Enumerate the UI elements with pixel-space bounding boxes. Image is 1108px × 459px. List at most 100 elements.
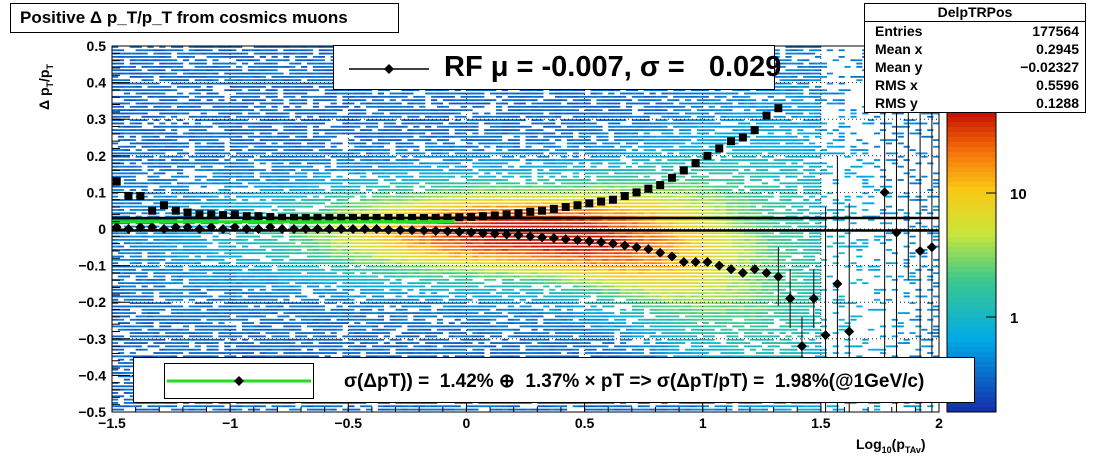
heatmap-cell bbox=[206, 115, 213, 118]
heatmap-cell bbox=[312, 179, 320, 181]
heatmap-cell bbox=[206, 52, 213, 55]
heatmap-cell bbox=[165, 125, 172, 128]
heatmap-cell bbox=[425, 328, 432, 331]
heatmap-cell bbox=[224, 109, 231, 112]
heatmap-cell bbox=[413, 245, 420, 248]
heatmap-cell bbox=[123, 85, 131, 88]
heatmap-cell bbox=[135, 205, 142, 208]
heatmap-cell bbox=[236, 165, 243, 168]
heatmap-cell bbox=[430, 162, 438, 165]
heatmap-cell bbox=[194, 92, 201, 95]
heatmap-cell bbox=[425, 112, 432, 115]
heatmap-cell bbox=[241, 152, 249, 155]
heatmap-cell bbox=[360, 149, 367, 151]
heatmap-cell bbox=[117, 295, 125, 298]
heatmap-cell bbox=[366, 92, 373, 95]
heatmap-cell bbox=[236, 315, 243, 318]
heatmap-cell bbox=[289, 72, 296, 75]
heatmap-cell bbox=[224, 292, 231, 295]
heatmap-cell bbox=[354, 262, 361, 265]
heatmap-cell bbox=[129, 335, 136, 338]
heatmap-cell bbox=[188, 242, 195, 245]
heatmap-cell bbox=[153, 165, 160, 168]
heatmap-cell bbox=[277, 172, 284, 175]
heatmap-cell bbox=[171, 345, 178, 348]
heatmap-cell bbox=[153, 268, 160, 271]
heatmap-cell bbox=[224, 295, 231, 298]
heatmap-cell bbox=[212, 219, 219, 221]
heatmap-cell bbox=[129, 292, 136, 295]
heatmap-cell bbox=[324, 262, 331, 265]
heatmap-cell bbox=[182, 252, 190, 255]
heatmap-cell bbox=[430, 122, 438, 125]
heatmap-cell bbox=[301, 345, 308, 348]
heatmap-cell bbox=[413, 219, 420, 221]
heatmap-cell bbox=[265, 155, 272, 158]
heatmap-cell bbox=[176, 262, 184, 265]
heatmap-cell bbox=[401, 195, 408, 198]
heatmap-cell bbox=[129, 72, 136, 75]
heatmap-cell bbox=[342, 232, 349, 235]
heatmap-cell bbox=[295, 315, 302, 318]
heatmap-cell bbox=[271, 215, 278, 218]
heatmap-cell bbox=[141, 192, 148, 195]
heatmap-cell bbox=[348, 142, 355, 145]
heatmap-cell bbox=[165, 292, 172, 295]
heatmap-cell bbox=[389, 209, 396, 211]
heatmap-cell bbox=[147, 278, 154, 281]
heatmap-cell bbox=[176, 182, 184, 185]
heatmap-cell bbox=[153, 305, 160, 308]
heatmap-cell bbox=[141, 342, 148, 344]
heatmap-cell bbox=[383, 292, 390, 295]
heatmap-cell bbox=[360, 99, 367, 102]
heatmap-cell bbox=[194, 352, 201, 354]
heatmap-cell bbox=[306, 322, 314, 324]
heatmap-cell bbox=[265, 308, 272, 311]
heatmap-cell bbox=[176, 352, 184, 354]
heatmap-cell bbox=[383, 172, 390, 175]
heatmap-cell bbox=[247, 242, 255, 245]
heatmap-cell bbox=[383, 179, 390, 181]
heatmap-cell bbox=[283, 129, 290, 132]
heatmap-cell bbox=[389, 252, 396, 255]
heatmap-cell bbox=[324, 275, 331, 278]
heatmap-cell bbox=[336, 265, 343, 268]
heatmap-cell bbox=[200, 238, 207, 241]
heatmap-cell bbox=[241, 55, 249, 58]
heatmap-cell bbox=[306, 169, 314, 171]
heatmap-cell bbox=[218, 82, 225, 85]
heatmap-cell bbox=[200, 159, 207, 161]
heatmap-cell bbox=[318, 46, 325, 48]
heatmap-cell bbox=[159, 162, 166, 165]
heatmap-cell bbox=[112, 149, 119, 151]
heatmap-cell bbox=[401, 235, 408, 238]
heatmap-cell bbox=[324, 159, 331, 161]
heatmap-cell bbox=[206, 119, 213, 122]
heatmap-cell bbox=[117, 408, 125, 411]
heatmap-cell bbox=[188, 195, 195, 198]
heatmap-cell bbox=[241, 242, 249, 245]
heatmap-cell bbox=[153, 258, 160, 261]
heatmap-cell bbox=[206, 322, 213, 324]
heatmap-cell bbox=[271, 252, 278, 255]
heatmap-cell bbox=[377, 242, 385, 245]
heatmap-cell bbox=[123, 342, 131, 344]
heatmap-cell bbox=[324, 258, 331, 261]
heatmap-cell bbox=[395, 282, 402, 285]
heatmap-cell bbox=[395, 242, 402, 245]
heatmap-cell bbox=[218, 245, 225, 248]
heatmap-cell bbox=[318, 338, 325, 341]
heatmap-cell bbox=[324, 408, 331, 411]
heatmap-cell bbox=[348, 125, 355, 128]
heatmap-cell bbox=[430, 275, 438, 278]
heatmap-cell bbox=[112, 288, 119, 291]
heatmap-cell bbox=[277, 328, 284, 331]
heatmap-cell bbox=[265, 49, 272, 52]
heatmap-cell bbox=[271, 169, 278, 171]
heatmap-cell bbox=[112, 46, 119, 48]
heatmap-cell bbox=[295, 72, 302, 75]
heatmap-cell bbox=[247, 325, 255, 328]
heatmap-cell bbox=[147, 142, 154, 145]
heatmap-cell bbox=[330, 302, 337, 305]
heatmap-cell bbox=[336, 285, 343, 288]
